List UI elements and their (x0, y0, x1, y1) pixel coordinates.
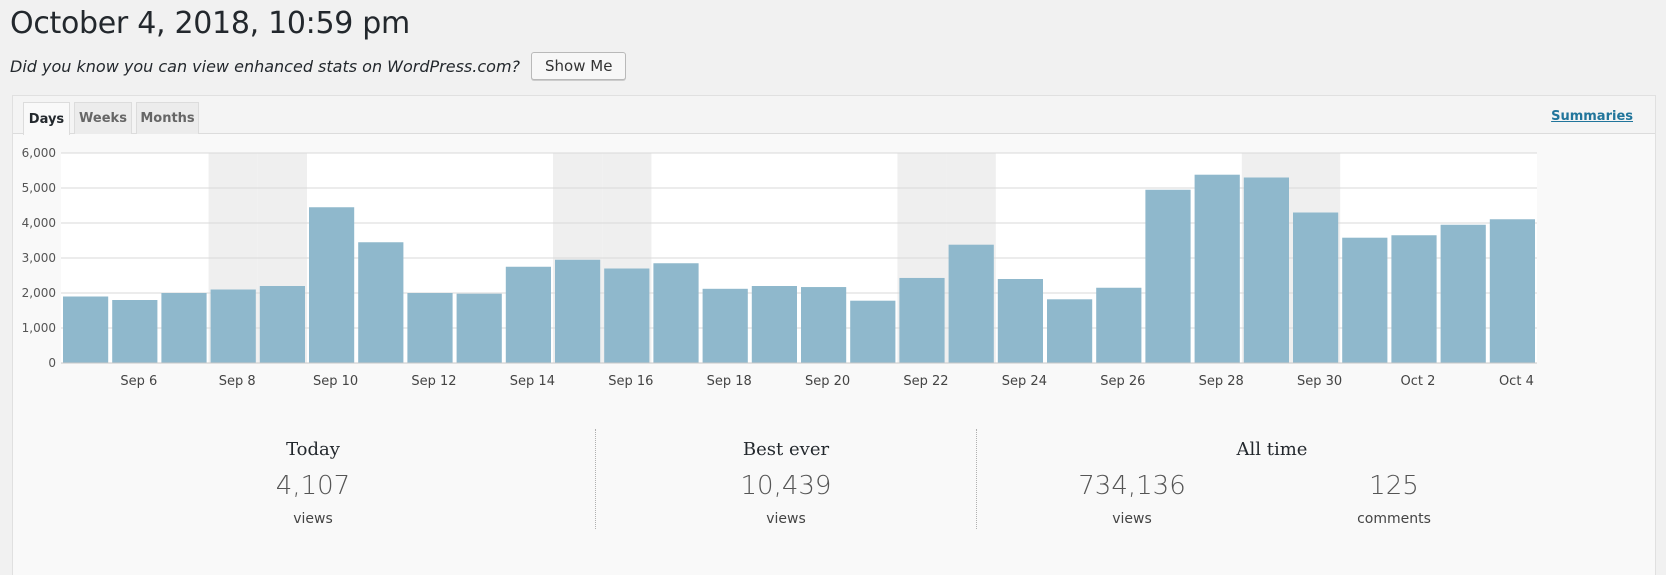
summaries-link[interactable]: Summaries (1551, 109, 1633, 124)
bar-sep-5 (63, 296, 109, 363)
x-tick-label: Sep 16 (608, 374, 653, 389)
bar-sep-16 (604, 268, 650, 363)
bar-sep-15 (555, 259, 601, 363)
bar-sep-11 (358, 242, 404, 363)
y-tick-label: 5,000 (22, 181, 56, 195)
stat-today-value: 4,107 (275, 471, 351, 501)
bar-sep-27 (1145, 189, 1191, 363)
stat-best-ever-value: 10,439 (740, 471, 832, 501)
stat-divider (595, 429, 596, 529)
y-tick-label: 6,000 (22, 146, 56, 160)
x-tick-label: Sep 10 (313, 374, 358, 389)
stat-divider (976, 429, 977, 529)
summary-stats: Today 4,107 views Best ever 10,439 views… (13, 429, 1655, 539)
stat-all-time-heading: All time (1236, 439, 1308, 460)
bar-oct-1 (1342, 237, 1388, 363)
page-title: October 4, 2018, 10:59 pm (10, 6, 410, 41)
x-tick-label: Sep 12 (411, 374, 456, 389)
bar-sep-12 (407, 293, 453, 363)
x-tick-label: Sep 26 (1100, 374, 1145, 389)
x-tick-label: Sep 22 (903, 374, 948, 389)
x-tick-label: Sep 6 (120, 374, 157, 389)
stat-all-time: All time 734,136 views 125 comments (977, 429, 1567, 529)
bar-oct-4 (1489, 219, 1535, 363)
stat-today-unit: views (293, 511, 333, 527)
bar-sep-19 (751, 286, 797, 363)
bar-sep-18 (702, 288, 748, 363)
bar-sep-28 (1194, 174, 1240, 363)
bar-sep-13 (456, 293, 502, 363)
show-me-button[interactable]: Show Me (531, 52, 627, 80)
bar-sep-17 (653, 263, 699, 363)
bar-sep-21 (850, 300, 896, 363)
bar-sep-25 (1047, 299, 1093, 363)
x-tick-label: Sep 28 (1199, 374, 1244, 389)
bar-sep-22 (899, 277, 945, 363)
y-tick-label: 1,000 (22, 321, 56, 335)
x-tick-label: Sep 20 (805, 374, 850, 389)
notice-text: Did you know you can view enhanced stats… (10, 56, 521, 76)
stats-panel: Days Weeks Months Summaries 6,000 5,000 4,… (12, 95, 1656, 575)
stat-today-heading: Today (286, 439, 340, 460)
tab-days[interactable]: Days (23, 102, 70, 135)
stat-today: Today 4,107 views (33, 429, 593, 529)
stat-best-ever-heading: Best ever (742, 439, 830, 460)
y-tick-label: 4,000 (22, 216, 56, 230)
bar-sep-9 (259, 286, 305, 363)
bar-sep-26 (1096, 287, 1142, 363)
x-tick-label: Sep 24 (1002, 374, 1047, 389)
x-tick-label: Sep 8 (219, 374, 256, 389)
bar-sep-20 (801, 287, 847, 363)
bar-sep-23 (948, 244, 994, 363)
bar-sep-29 (1243, 177, 1289, 363)
y-tick-label: 2,000 (22, 286, 56, 300)
bar-sep-7 (161, 293, 207, 363)
views-bar-chart: 6,000 5,000 4,000 3,000 2,000 1,000 0 Sep 6 Sep … (22, 146, 1537, 389)
bar-sep-14 (505, 266, 551, 363)
bar-oct-2 (1391, 235, 1437, 363)
bar-sep-8 (210, 289, 256, 363)
x-tick-label: Sep 30 (1297, 374, 1342, 389)
bar-oct-3 (1440, 224, 1486, 363)
tab-months[interactable]: Months (136, 102, 199, 134)
bar-sep-10 (309, 207, 355, 363)
x-tick-label: Sep 14 (510, 374, 555, 389)
bar-sep-24 (997, 279, 1043, 363)
bar-sep-6 (112, 300, 158, 363)
y-tick-label: 3,000 (22, 251, 56, 265)
tab-weeks[interactable]: Weeks (74, 102, 132, 134)
stat-all-time-comments-unit: comments (1357, 511, 1431, 527)
bar-sep-30 (1293, 212, 1339, 363)
y-tick-label: 0 (48, 356, 56, 370)
stat-best-ever-unit: views (766, 511, 806, 527)
stat-best-ever: Best ever 10,439 views (596, 429, 976, 529)
period-tabs: Days Weeks Months Summaries (13, 96, 1655, 135)
x-tick-label: Sep 18 (707, 374, 752, 389)
stat-all-time-views-value: 734,136 (1078, 471, 1186, 501)
x-tick-label: Oct 2 (1401, 374, 1436, 389)
x-tick-label: Oct 4 (1499, 374, 1534, 389)
enhanced-stats-notice: Did you know you can view enhanced stats… (10, 52, 627, 80)
stat-all-time-views-unit: views (1112, 511, 1152, 527)
stat-all-time-comments-value: 125 (1369, 471, 1419, 501)
